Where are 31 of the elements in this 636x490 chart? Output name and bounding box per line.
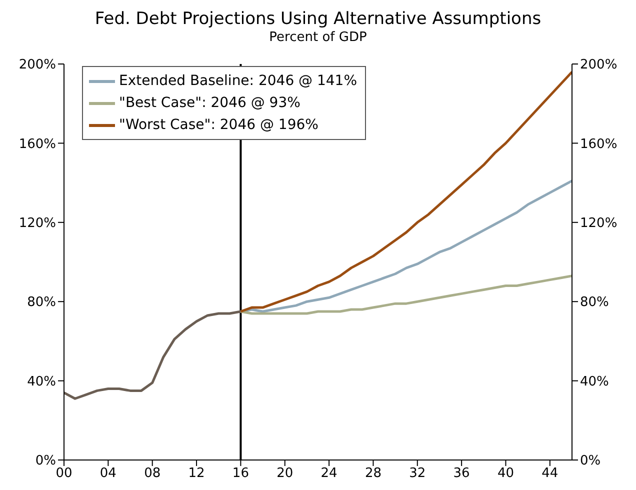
- x-tick-label: 04: [100, 466, 116, 482]
- y-tick-label: 120%: [18, 216, 56, 232]
- y2-tick-label: 40%: [580, 374, 609, 390]
- y2-tick-label: 0%: [580, 454, 601, 469]
- y2-tick-label: 120%: [580, 216, 618, 232]
- x-tick-label: 08: [144, 466, 161, 482]
- legend-label: "Best Case": 2046 @ 93%: [119, 95, 300, 111]
- legend-label: "Worst Case": 2046 @ 196%: [119, 117, 318, 133]
- chart-title: Fed. Debt Projections Using Alternative Assumptions: [94, 8, 542, 30]
- x-tick-label: 40: [497, 466, 514, 482]
- x-tick-label: 12: [188, 466, 205, 482]
- x-tick-label: 24: [320, 466, 338, 482]
- x-tick-label: 20: [276, 466, 294, 482]
- x-tick-label: 36: [453, 466, 470, 482]
- y-tick-label: 80%: [27, 295, 56, 310]
- chart-subtitle: Percent of GDP: [268, 30, 368, 46]
- y2-tick-label: 200%: [580, 58, 618, 73]
- y-tick-label: 0%: [35, 454, 56, 469]
- x-tick-label: 32: [409, 466, 426, 482]
- x-tick-label: 00: [56, 466, 72, 482]
- y-tick-label: 40%: [27, 374, 56, 390]
- legend-label: Extended Baseline: 2046 @ 141%: [119, 73, 358, 89]
- x-tick-label: 28: [364, 466, 382, 482]
- y2-tick-label: 160%: [580, 136, 618, 152]
- line-series: [64, 310, 242, 400]
- y2-tick-label: 80%: [580, 295, 609, 310]
- x-tick-label: 16: [232, 466, 249, 482]
- y-tick-label: 200%: [18, 58, 56, 73]
- y-tick-label: 160%: [18, 136, 56, 152]
- x-tick-label: 44: [542, 466, 558, 482]
- line-series: [239, 274, 572, 315]
